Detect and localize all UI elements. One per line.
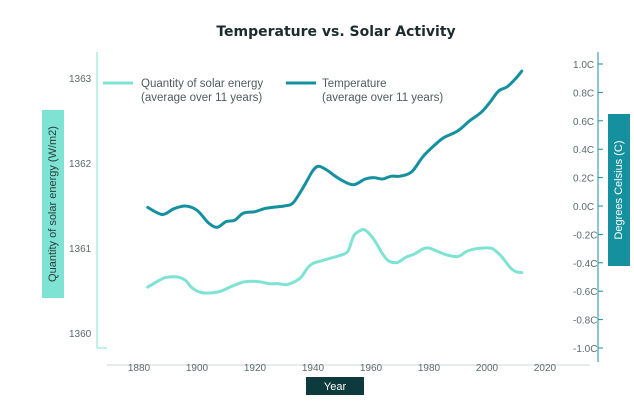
legend-label-temperature: Temperature	[322, 78, 387, 90]
left-tick-label: 1360	[69, 329, 92, 340]
x-axis-label-box	[306, 377, 364, 395]
legend-label-temperature-line2: (average over 11 years)	[322, 92, 443, 104]
series-lines	[146, 69, 524, 295]
chart-title: Temperature vs. Solar Activity	[216, 24, 455, 40]
right-tick-label: -1.0C	[573, 344, 597, 355]
x-axis-label: Year	[306, 377, 364, 395]
x-tick-labels: 1880 1900 1920 1940 1960 1980 2000 2020	[128, 363, 557, 374]
right-tick-label: 0.4C	[573, 145, 594, 156]
right-tick-label: -0.4C	[573, 259, 597, 270]
legend-label-solar-line2: (average over 11 years)	[141, 92, 262, 104]
right-tick-label: 0.6C	[573, 117, 594, 128]
x-tick-label: 1940	[302, 363, 325, 374]
series-line-temperature	[146, 69, 524, 229]
x-tick-label: 1960	[360, 363, 383, 374]
right-tick-label: -0.2C	[573, 230, 597, 241]
right-tick-label: 1.0C	[573, 60, 594, 71]
x-tick-label: 2000	[476, 363, 499, 374]
right-tick-label: -0.6C	[573, 287, 597, 298]
legend-label-solar: Quantity of solar energy	[141, 78, 263, 90]
right-axis-label-box	[608, 114, 630, 266]
legend-item-temperature: Temperature (average over 11 years)	[286, 78, 443, 104]
right-tick-labels: -1.0C -0.8C -0.6C -0.4C -0.2C 0.0C 0.2C 0.4C 0.6…	[573, 60, 603, 355]
right-axis-label: Degrees Celsius (C)	[608, 114, 630, 266]
x-tick-label: 1920	[244, 363, 267, 374]
x-axis-label-text: Year	[324, 381, 347, 393]
x-tick-label: 1900	[186, 363, 209, 374]
series-line-solar	[146, 228, 524, 295]
x-tick-label: 1980	[418, 363, 441, 374]
left-axis-label-text: Quantity of solar energy (W/m2)	[47, 126, 59, 282]
right-tick-label: 0.8C	[573, 88, 594, 99]
legend-item-solar: Quantity of solar energy (average over 1…	[103, 78, 263, 104]
legend: Quantity of solar energy (average over 1…	[103, 78, 443, 104]
left-tick-labels: 1360 1361 1362 1363	[69, 74, 92, 340]
x-tick-label: 1880	[128, 363, 151, 374]
right-tick-label: -0.8C	[573, 316, 597, 327]
right-tick-label: 0.0C	[573, 202, 594, 213]
x-tick-label: 2020	[534, 363, 557, 374]
left-tick-label: 1361	[69, 244, 92, 255]
left-axis-label: Quantity of solar energy (W/m2)	[42, 110, 64, 298]
left-axis-label-box	[42, 110, 64, 298]
left-tick-label: 1363	[69, 74, 92, 85]
left-tick-label: 1362	[69, 159, 92, 170]
right-tick-label: 0.2C	[573, 174, 594, 185]
right-axis-label-text: Degrees Celsius (C)	[613, 140, 625, 239]
